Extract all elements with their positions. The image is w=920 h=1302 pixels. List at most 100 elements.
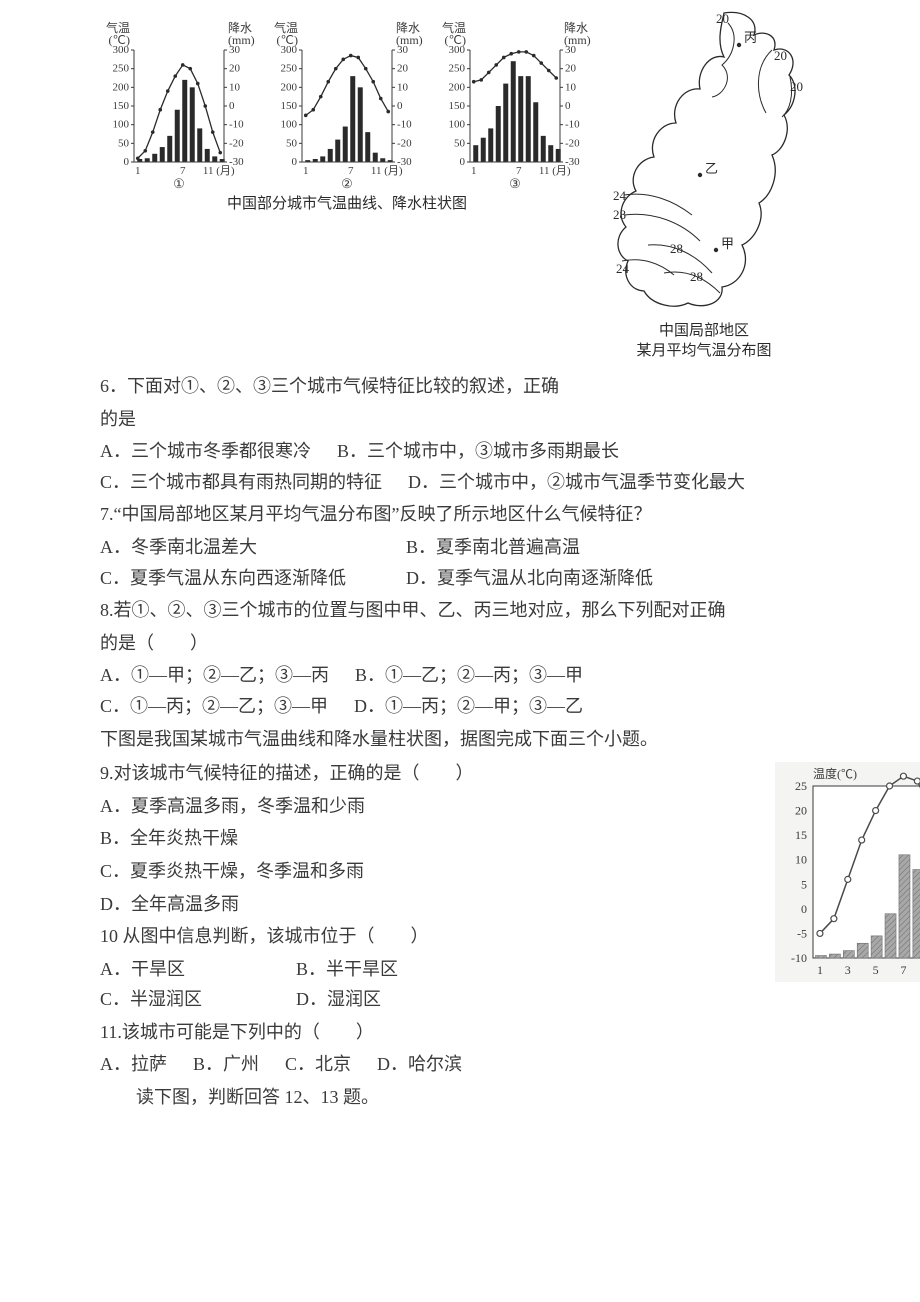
q11-stem: 11.该城市可能是下列中的（ ）: [100, 1017, 757, 1048]
q7-optC: C．夏季气温从东向西逐渐降低: [100, 563, 380, 594]
top-figure-row: 气温 (℃) 降水 (mm) 0 50 100 150 200 250 300 …: [100, 20, 920, 361]
svg-text:②: ②: [341, 176, 353, 190]
svg-text:0: 0: [801, 902, 807, 916]
q9-optD: D．全年高温多雨: [100, 889, 757, 920]
svg-text:20: 20: [565, 63, 577, 75]
map-caption-line1: 中国局部地区: [659, 323, 749, 339]
map-caption: 中国局部地区 某月平均气温分布图: [636, 322, 771, 361]
svg-text:-20: -20: [397, 137, 412, 149]
q6-optC: C．三个城市都具有雨热同期的特征: [100, 467, 382, 498]
climograph-1: 气温 (℃) 降水 (mm) 0 50 100 150 200 250 300 …: [100, 20, 258, 190]
q8-optD: D．①—丙；②—甲；③—乙: [354, 691, 583, 722]
svg-text:25: 25: [795, 779, 807, 793]
q11-optB: B．广州: [193, 1049, 259, 1080]
svg-text:150: 150: [281, 100, 298, 112]
svg-text:28: 28: [613, 207, 626, 222]
svg-text:20: 20: [397, 63, 409, 75]
svg-text:5: 5: [801, 877, 807, 891]
svg-text:0: 0: [565, 100, 571, 112]
svg-text:-20: -20: [229, 137, 244, 149]
climograph-2: 气温 (℃) 降水 (mm) 0 50 100 150 200 250 300 …: [268, 20, 426, 190]
svg-text:10: 10: [795, 853, 807, 867]
svg-text:300: 300: [113, 44, 130, 56]
svg-text:250: 250: [113, 63, 130, 75]
q7-optA: A．冬季南北温差大: [100, 532, 380, 563]
q11-optC: C．北京: [285, 1049, 351, 1080]
svg-text:-10: -10: [791, 951, 807, 965]
svg-text:1: 1: [471, 165, 477, 177]
svg-text:50: 50: [286, 137, 298, 149]
q9-optB: B．全年炎热干燥: [100, 823, 757, 854]
svg-text:-20: -20: [565, 137, 580, 149]
svg-text:5: 5: [873, 963, 879, 977]
svg-text:甲: 甲: [721, 236, 734, 251]
svg-text:1: 1: [303, 165, 309, 177]
map-svg: 20 20 20 24 28 28 28 24 丙 乙 甲: [604, 5, 804, 320]
q11-optD: D．哈尔滨: [377, 1049, 462, 1080]
svg-text:20: 20: [795, 804, 807, 818]
svg-text:11 (月): 11 (月): [203, 165, 235, 177]
q6-optA: A．三个城市冬季都很寒冷: [100, 436, 311, 467]
svg-text:150: 150: [449, 100, 466, 112]
q7-optD: D．夏季气温从北向南逐渐降低: [406, 563, 653, 594]
q7-optB: B．夏季南北普遍高温: [406, 532, 580, 563]
q6-optB: B．三个城市中，③城市多雨期最长: [337, 436, 619, 467]
q8-optB: B．①—乙；②—丙；③—甲: [355, 660, 583, 691]
climograph-block: 气温 (℃) 降水 (mm) 0 50 100 150 200 250 300 …: [100, 20, 594, 218]
q6-optD: D．三个城市中，②城市气温季节变化最大: [408, 467, 745, 498]
svg-text:200: 200: [281, 81, 298, 93]
q8-options-row2: C．①—丙；②—乙；③—甲 D．①—丙；②—甲；③—乙: [100, 691, 920, 722]
svg-text:100: 100: [281, 119, 298, 131]
svg-text:-10: -10: [397, 119, 412, 131]
climograph-svg: 气温 (℃) 降水 (mm) 0 50 100 150 200 250 300 …: [100, 20, 258, 190]
svg-text:100: 100: [113, 119, 130, 131]
svg-text:300: 300: [449, 44, 466, 56]
climograph-svg: 气温 (℃) 降水 (mm) 0 50 100 150 200 250 300 …: [268, 20, 426, 190]
svg-text:丙: 丙: [744, 30, 757, 45]
svg-text:0: 0: [292, 156, 298, 168]
svg-text:28: 28: [670, 241, 683, 256]
svg-text:0: 0: [460, 156, 466, 168]
q9-stem: 9.对该城市气候特征的描述，正确的是（ ）: [100, 758, 757, 789]
svg-text:200: 200: [449, 81, 466, 93]
q10-stem: 10 从图中信息判断，该城市位于（ ）: [100, 921, 757, 952]
map-caption-line2: 某月平均气温分布图: [636, 343, 771, 359]
svg-text:10: 10: [565, 81, 577, 93]
q6-options-row2: C．三个城市都具有雨热同期的特征 D．三个城市中，②城市气温季节变化最大: [100, 467, 920, 498]
svg-text:15: 15: [795, 828, 807, 842]
svg-text:50: 50: [118, 137, 130, 149]
q8-optA: A．①—甲；②—乙；③—丙: [100, 660, 329, 691]
svg-text:50: 50: [454, 137, 466, 149]
svg-text:1: 1: [817, 963, 823, 977]
map-block: 20 20 20 24 28 28 28 24 丙 乙 甲 中国局部地区 某月平…: [604, 5, 804, 361]
svg-text:100: 100: [449, 119, 466, 131]
svg-text:24: 24: [613, 188, 627, 203]
q10-optD: D．湿润区: [296, 984, 381, 1015]
svg-text:20: 20: [774, 48, 787, 63]
svg-text:20: 20: [716, 11, 729, 26]
svg-text:30: 30: [565, 44, 577, 56]
q9-to-q11-block: 9.对该城市气候特征的描述，正确的是（ ） A．夏季高温多雨，冬季温和少雨 B．…: [100, 756, 920, 1115]
climograph-svg: 气温 (℃) 降水 (mm) 0 50 100 150 200 250 300 …: [436, 20, 594, 190]
q11-optA: A．拉萨: [100, 1049, 167, 1080]
q10-options-row2: C．半湿润区 D．湿润区: [100, 984, 757, 1015]
svg-text:1: 1: [135, 165, 141, 177]
q10-optC: C．半湿润区: [100, 984, 270, 1015]
q9-optC: C．夏季炎热干燥，冬季温和多雨: [100, 856, 757, 887]
q8-options-row1: A．①—甲；②—乙；③—丙 B．①—乙；②—丙；③—甲: [100, 660, 920, 691]
svg-text:10: 10: [229, 81, 241, 93]
svg-text:温度(℃): 温度(℃): [813, 766, 857, 781]
svg-text:10: 10: [397, 81, 409, 93]
q6-options-row1: A．三个城市冬季都很寒冷 B．三个城市中，③城市多雨期最长: [100, 436, 920, 467]
q8-stem-l1: 8.若①、②、③三个城市的位置与图中甲、乙、丙三地对应，那么下列配对正确: [100, 595, 920, 626]
svg-text:3: 3: [845, 963, 851, 977]
svg-text:乙: 乙: [705, 161, 718, 176]
q7-stem: 7.“中国局部地区某月平均气温分布图”反映了所示地区什么气候特征？: [100, 499, 920, 530]
svg-text:7: 7: [900, 963, 906, 977]
climograph-3: 气温 (℃) 降水 (mm) 0 50 100 150 200 250 300 …: [436, 20, 594, 190]
svg-text:③: ③: [509, 176, 521, 190]
svg-text:-10: -10: [229, 119, 244, 131]
q10-options-row1: A．干旱区 B．半干旱区: [100, 954, 757, 985]
q10-optB: B．半干旱区: [296, 954, 398, 985]
q10-optA: A．干旱区: [100, 954, 270, 985]
